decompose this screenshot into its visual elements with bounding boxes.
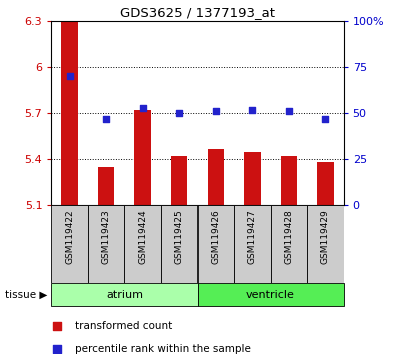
- Point: [249, 107, 256, 113]
- Bar: [234, 205, 271, 283]
- Point: [66, 74, 73, 79]
- Text: GSM119429: GSM119429: [321, 209, 330, 264]
- Bar: [61, 21, 78, 205]
- Text: percentile rank within the sample: percentile rank within the sample: [75, 344, 250, 354]
- Bar: [124, 205, 161, 283]
- Bar: [198, 283, 344, 306]
- Bar: [134, 110, 151, 205]
- Bar: [317, 162, 334, 205]
- Bar: [198, 205, 234, 283]
- Text: GSM119425: GSM119425: [175, 209, 184, 264]
- Bar: [161, 205, 198, 283]
- Text: GSM119427: GSM119427: [248, 209, 257, 264]
- Point: [213, 109, 219, 114]
- Point: [322, 116, 329, 122]
- Bar: [88, 205, 124, 283]
- Text: tissue ▶: tissue ▶: [5, 290, 47, 300]
- Bar: [171, 156, 188, 205]
- Bar: [51, 205, 88, 283]
- Text: GSM119423: GSM119423: [102, 209, 111, 264]
- Text: atrium: atrium: [106, 290, 143, 300]
- Point: [286, 109, 292, 114]
- Bar: [244, 152, 261, 205]
- Bar: [271, 205, 307, 283]
- Point: [103, 116, 109, 122]
- Point: [54, 323, 60, 329]
- Text: GSM119424: GSM119424: [138, 209, 147, 264]
- Text: transformed count: transformed count: [75, 321, 172, 331]
- Bar: [280, 156, 297, 205]
- Bar: [98, 167, 115, 205]
- Point: [139, 105, 146, 110]
- Bar: [207, 149, 224, 205]
- Point: [54, 346, 60, 352]
- Text: GSM119426: GSM119426: [211, 209, 220, 264]
- Point: [176, 110, 182, 116]
- Text: ventricle: ventricle: [246, 290, 295, 300]
- Bar: [307, 205, 344, 283]
- Bar: [51, 283, 198, 306]
- Title: GDS3625 / 1377193_at: GDS3625 / 1377193_at: [120, 6, 275, 19]
- Text: GSM119428: GSM119428: [284, 209, 293, 264]
- Text: GSM119422: GSM119422: [65, 209, 74, 264]
